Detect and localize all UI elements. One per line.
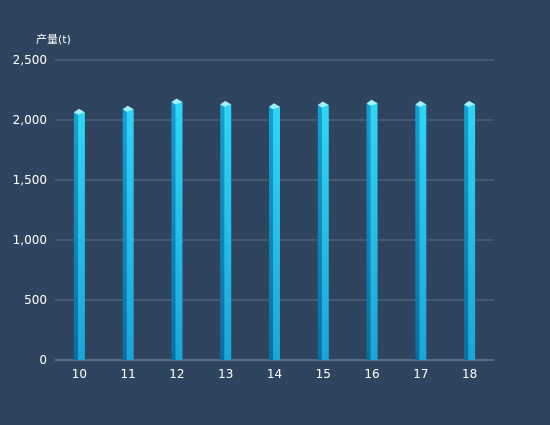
bar <box>122 105 134 360</box>
bar-side <box>269 106 273 360</box>
bar <box>171 98 183 360</box>
bar <box>317 101 329 360</box>
bar-top <box>317 101 329 108</box>
bar-side <box>317 105 322 360</box>
bar <box>415 100 427 361</box>
bar-top <box>73 108 85 115</box>
x-axis-ticks: 10 11 12 13 14 15 16 17 18 <box>72 367 478 381</box>
bar-side <box>415 104 420 361</box>
bar <box>220 100 232 361</box>
bar-front <box>468 104 476 361</box>
bar-front <box>77 112 85 360</box>
bar <box>464 100 476 361</box>
bar <box>269 103 280 360</box>
bar-front <box>321 105 329 360</box>
bar-top <box>220 100 232 107</box>
bar <box>73 108 85 360</box>
bar-top <box>171 98 183 105</box>
y-axis-unit-label: 产量(t) <box>36 32 71 46</box>
x-tick-label: 18 <box>462 367 477 381</box>
bar-side <box>171 102 176 360</box>
bar-side <box>122 109 127 360</box>
y-tick-label: 1,000 <box>13 233 47 247</box>
bar-top <box>122 105 134 112</box>
bar-top <box>269 103 280 110</box>
bar-top <box>464 100 476 107</box>
bar-top <box>415 100 427 107</box>
bar <box>366 99 378 360</box>
y-tick-label: 2,000 <box>13 113 47 127</box>
y-tick-label: 1,500 <box>13 173 47 187</box>
bar-front <box>419 104 427 361</box>
bar-front <box>370 103 378 360</box>
bar-side <box>220 104 225 361</box>
x-tick-label: 13 <box>218 367 233 381</box>
bar-side <box>366 103 371 360</box>
y-axis-ticks: 0 500 1,000 1,500 2,000 2,500 <box>13 53 47 367</box>
x-tick-label: 11 <box>121 367 136 381</box>
bar-side <box>73 112 78 360</box>
bars <box>73 98 476 361</box>
y-tick-label: 2,500 <box>13 53 47 67</box>
y-tick-label: 0 <box>39 353 47 367</box>
y-tick-label: 500 <box>24 293 47 307</box>
bar-top <box>366 99 378 106</box>
bar-front <box>224 104 232 361</box>
x-tick-label: 12 <box>169 367 184 381</box>
x-tick-label: 15 <box>316 367 331 381</box>
x-tick-label: 17 <box>413 367 428 381</box>
x-tick-label: 16 <box>364 367 379 381</box>
bar-front <box>273 106 280 360</box>
bar-front <box>126 109 134 360</box>
bar-side <box>464 104 469 361</box>
x-tick-label: 10 <box>72 367 87 381</box>
x-tick-label: 14 <box>267 367 282 381</box>
bar-front <box>175 102 183 360</box>
